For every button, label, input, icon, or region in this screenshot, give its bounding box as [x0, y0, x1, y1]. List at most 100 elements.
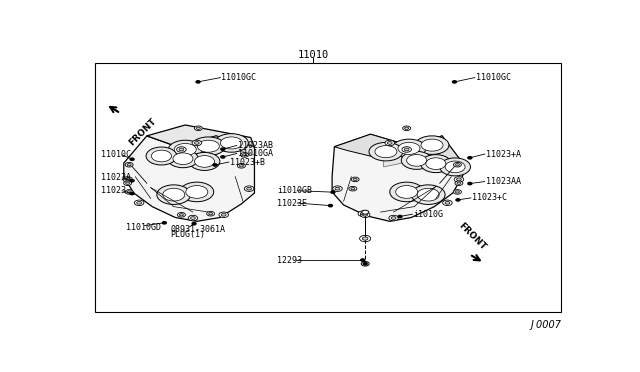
- Circle shape: [335, 187, 340, 190]
- Circle shape: [163, 222, 166, 224]
- Text: 11010GC: 11010GC: [221, 73, 257, 82]
- Ellipse shape: [426, 158, 446, 170]
- Circle shape: [403, 126, 411, 131]
- Circle shape: [219, 212, 228, 218]
- Ellipse shape: [445, 161, 465, 173]
- Circle shape: [457, 182, 461, 185]
- Circle shape: [192, 140, 202, 146]
- Circle shape: [404, 148, 409, 151]
- Circle shape: [351, 187, 355, 190]
- Circle shape: [127, 191, 131, 193]
- Ellipse shape: [390, 182, 424, 202]
- Text: 11023+B: 11023+B: [230, 158, 265, 167]
- Circle shape: [453, 163, 461, 167]
- Circle shape: [130, 180, 134, 182]
- Circle shape: [331, 191, 335, 193]
- Circle shape: [177, 212, 186, 217]
- Circle shape: [360, 212, 370, 218]
- Ellipse shape: [375, 146, 397, 158]
- Text: 11010GC: 11010GC: [476, 73, 511, 82]
- Ellipse shape: [214, 134, 248, 152]
- Text: 11023AB: 11023AB: [237, 141, 273, 150]
- Ellipse shape: [412, 185, 445, 205]
- Text: 11010: 11010: [298, 50, 329, 60]
- Text: 11023A: 11023A: [101, 173, 131, 182]
- Circle shape: [239, 165, 243, 167]
- Polygon shape: [332, 134, 463, 221]
- Ellipse shape: [174, 144, 196, 155]
- Circle shape: [361, 262, 369, 266]
- Ellipse shape: [195, 155, 214, 167]
- Circle shape: [179, 214, 184, 216]
- Polygon shape: [334, 134, 463, 163]
- Ellipse shape: [168, 140, 202, 159]
- Ellipse shape: [220, 137, 243, 149]
- Circle shape: [213, 164, 217, 166]
- Circle shape: [196, 81, 200, 83]
- Circle shape: [456, 191, 460, 193]
- Circle shape: [443, 200, 452, 206]
- Circle shape: [127, 164, 131, 166]
- Text: i1010G: i1010G: [413, 210, 444, 219]
- Circle shape: [328, 205, 332, 207]
- Circle shape: [452, 81, 456, 83]
- Circle shape: [363, 214, 367, 216]
- Circle shape: [125, 163, 133, 167]
- Circle shape: [130, 158, 134, 160]
- Circle shape: [349, 186, 357, 191]
- Ellipse shape: [417, 188, 439, 201]
- Circle shape: [124, 181, 132, 186]
- Circle shape: [333, 186, 342, 192]
- Text: 11023+A: 11023+A: [486, 150, 521, 158]
- Text: 11023+C: 11023+C: [472, 193, 507, 202]
- Text: FRONT: FRONT: [127, 117, 158, 148]
- Circle shape: [468, 157, 472, 159]
- Text: 08931-3061A: 08931-3061A: [170, 225, 225, 234]
- Circle shape: [134, 200, 144, 206]
- Circle shape: [130, 192, 134, 195]
- Text: i1010GB: i1010GB: [277, 186, 312, 195]
- Ellipse shape: [173, 153, 193, 164]
- Circle shape: [351, 177, 359, 182]
- Circle shape: [125, 190, 133, 194]
- Circle shape: [456, 199, 460, 201]
- Ellipse shape: [180, 182, 214, 202]
- Circle shape: [361, 259, 365, 261]
- Ellipse shape: [152, 150, 172, 162]
- Text: PLUG(1): PLUG(1): [170, 230, 205, 239]
- Polygon shape: [147, 125, 255, 147]
- Ellipse shape: [392, 139, 426, 158]
- Ellipse shape: [168, 150, 198, 168]
- Ellipse shape: [189, 153, 220, 170]
- Circle shape: [387, 142, 392, 144]
- Text: 11023AA: 11023AA: [486, 177, 521, 186]
- Text: 11010GD: 11010GD: [125, 223, 161, 232]
- Circle shape: [237, 164, 245, 168]
- Ellipse shape: [401, 151, 432, 169]
- Circle shape: [137, 201, 141, 204]
- Circle shape: [360, 235, 371, 242]
- Polygon shape: [383, 151, 463, 172]
- Ellipse shape: [369, 142, 403, 161]
- Text: 12293: 12293: [277, 256, 303, 264]
- Circle shape: [196, 127, 200, 129]
- Circle shape: [454, 177, 464, 182]
- Text: 11010GA: 11010GA: [237, 149, 273, 158]
- Ellipse shape: [406, 154, 427, 166]
- Circle shape: [192, 222, 196, 225]
- Circle shape: [243, 154, 246, 156]
- Circle shape: [455, 181, 463, 186]
- Circle shape: [358, 211, 367, 217]
- Circle shape: [402, 147, 412, 152]
- Ellipse shape: [163, 188, 185, 201]
- Circle shape: [244, 186, 254, 192]
- Circle shape: [385, 140, 394, 146]
- Ellipse shape: [440, 158, 470, 176]
- Circle shape: [362, 237, 368, 240]
- Ellipse shape: [396, 186, 418, 198]
- Circle shape: [398, 215, 402, 218]
- Circle shape: [389, 215, 398, 221]
- Ellipse shape: [398, 142, 420, 154]
- Circle shape: [362, 210, 369, 214]
- Ellipse shape: [157, 185, 191, 205]
